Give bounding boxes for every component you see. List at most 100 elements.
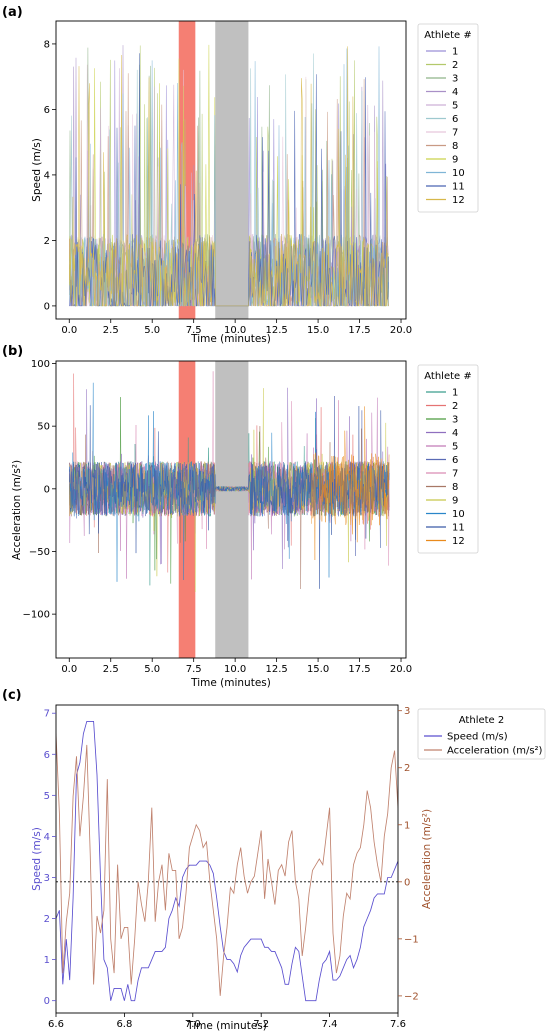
series-line-athlete-10: [69, 382, 390, 582]
legend-entry: Speed (m/s): [447, 732, 508, 743]
legend-box: [417, 364, 479, 554]
y-tick-label: 8: [44, 39, 50, 50]
athlete-2-traces: [56, 720, 398, 1002]
x-tick-label: 12.5: [265, 325, 287, 336]
y-axis-label: Speed (m/s): [31, 827, 43, 891]
legend-entry: 9: [452, 155, 458, 166]
x-tick-label: 12.5: [265, 664, 287, 675]
y-tick-label: −100: [23, 610, 50, 621]
y2-tick-label: 0: [404, 877, 410, 888]
x-axis-ticks: 6.6 6.8 7.0 7.2 7.4 7.6: [48, 1013, 406, 1030]
y-tick-label: 6: [44, 105, 50, 116]
legend-entry: 8: [452, 141, 458, 152]
legend-entry: 3: [452, 415, 458, 426]
y-tick-label: 2: [44, 236, 50, 247]
x-tick-label: 2.5: [103, 664, 119, 675]
no-data-region: [215, 21, 249, 319]
x-tick-label: 7.4: [322, 1019, 338, 1030]
y-tick-label: 3: [44, 873, 50, 884]
no-data-region: [215, 361, 249, 658]
legend-entry: 2: [452, 401, 458, 412]
x-tick-label: 6.6: [48, 1019, 64, 1030]
legend-title: Athlete #: [424, 371, 472, 382]
legend: Athlete 2 Speed (m/s) Acceleration (m/s²): [417, 708, 546, 760]
y2-axis-label: Acceleration (m/s²): [421, 809, 433, 909]
y2-tick-label: −2: [404, 991, 419, 1002]
legend-entry: 4: [452, 87, 458, 98]
acceleration-line: [56, 733, 398, 996]
legend-entry: 11: [452, 523, 465, 534]
legend-entry: 7: [452, 128, 458, 139]
y-tick-label: 6: [44, 750, 50, 761]
legend-entry: Acceleration (m/s²): [447, 746, 543, 757]
y2-tick-label: 1: [404, 820, 410, 831]
y-axis-label: Acceleration (m/s²): [11, 460, 23, 560]
x-tick-label: 10.0: [224, 664, 246, 675]
legend-entry: 8: [452, 482, 458, 493]
y2-axis-ticks: −2 −1 0 1 2 3: [398, 706, 419, 1002]
legend-entry: 10: [452, 509, 465, 520]
x-axis-label: Time (minutes): [190, 677, 271, 689]
speed-traces: [69, 44, 389, 307]
y-tick-label: 100: [31, 359, 50, 370]
axes-frame: [55, 360, 407, 659]
legend-title: Athlete #: [424, 30, 472, 41]
legend-entry: 11: [452, 182, 465, 193]
x-tick-label: 7.6: [390, 1019, 406, 1030]
legend-title: Athlete 2: [459, 715, 504, 726]
x-tick-label: 2.5: [103, 325, 119, 336]
axes-frame: [55, 704, 399, 1014]
y-tick-label: 7: [44, 709, 50, 720]
x-tick-label: 15.0: [307, 664, 329, 675]
series-line-athlete-12: [69, 46, 389, 307]
legend-entry: 6: [452, 114, 458, 125]
legend-entry: 2: [452, 60, 458, 71]
y-tick-label: 1: [44, 955, 50, 966]
legend-entry: 1: [452, 47, 458, 58]
legend-entry: 12: [452, 536, 465, 547]
y-tick-label: 4: [44, 170, 50, 181]
legend-entry: 3: [452, 74, 458, 85]
y-tick-label: 0: [44, 996, 50, 1007]
x-tick-label: 7.5: [186, 664, 202, 675]
x-tick-label: 5.0: [144, 664, 160, 675]
y2-tick-label: 2: [404, 763, 410, 774]
legend-entry: 5: [452, 101, 458, 112]
legend-box: [417, 23, 479, 213]
x-tick-label: 20.0: [390, 664, 412, 675]
x-tick-label: 10.0: [224, 325, 246, 336]
legend-entry: 7: [452, 469, 458, 480]
legend-entry: 10: [452, 168, 465, 179]
x-tick-label: 17.5: [348, 325, 370, 336]
y-tick-label: 0: [44, 484, 50, 495]
legend-entry: 4: [452, 428, 458, 439]
panel-label-c: (c): [2, 688, 22, 703]
y-tick-label: 50: [37, 422, 50, 433]
legend-entry: 1: [452, 388, 458, 399]
series-line-athlete-11: [69, 405, 390, 589]
y2-tick-label: −1: [404, 934, 419, 945]
x-tick-label: 6.8: [116, 1019, 132, 1030]
shaded-regions: [178, 361, 249, 658]
y2-tick-label: 3: [404, 706, 410, 717]
x-tick-label: 7.5: [186, 325, 202, 336]
x-tick-label: 5.0: [144, 325, 160, 336]
y-tick-label: 5: [44, 791, 50, 802]
speed-panel: 0.0 2.5 5.0 7.5 10.0 12.5 15.0 17.5 20.0 0 2 4 6 8 T…: [31, 20, 479, 345]
y-tick-label: 4: [44, 832, 50, 843]
x-axis-ticks: 0.0 2.5 5.0 7.5 10.0 12.5 15.0 17.5 20.0: [61, 658, 412, 675]
x-axis-ticks: 0.0 2.5 5.0 7.5 10.0 12.5 15.0 17.5 20.0: [61, 319, 412, 336]
x-tick-label: 0.0: [61, 664, 77, 675]
y-axis-ticks: −100 −50 0 50 100: [23, 359, 56, 621]
legend-entry: 12: [452, 195, 465, 206]
x-tick-label: 7.0: [185, 1019, 201, 1030]
speed-line: [56, 720, 398, 1002]
legend-entry: 5: [452, 442, 458, 453]
x-tick-label: 17.5: [348, 664, 370, 675]
y-axis-ticks: 0 1 2 3 4 5 6 7: [44, 709, 56, 1007]
athlete-detail-panel: 6.6 6.8 7.0 7.2 7.4 7.6 0 1 2 3 4 5 6 7 −2 −1 0 1 2 3 Tim…: [31, 704, 546, 1032]
x-axis-label: Time (minutes): [190, 333, 271, 345]
